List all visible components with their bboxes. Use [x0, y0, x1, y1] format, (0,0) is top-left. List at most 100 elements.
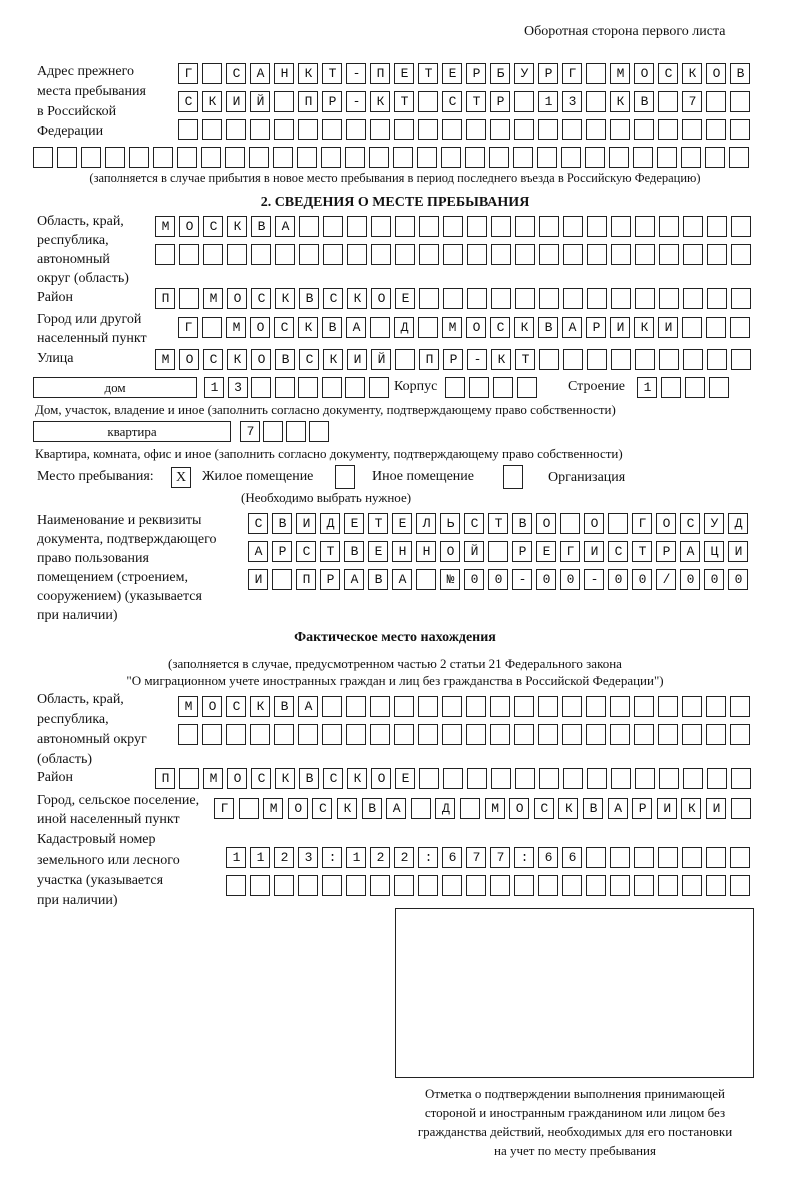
char-cell[interactable]: [440, 569, 460, 590]
char-cell[interactable]: [250, 875, 270, 896]
char-cell[interactable]: [515, 768, 535, 789]
char-cell[interactable]: [489, 147, 509, 168]
char-cell[interactable]: [250, 724, 270, 745]
char-cell[interactable]: [275, 768, 295, 789]
char-cell[interactable]: [394, 63, 414, 84]
char-cell[interactable]: [632, 541, 652, 562]
char-cell[interactable]: [275, 216, 295, 237]
char-cell[interactable]: [395, 768, 415, 789]
char-cell[interactable]: [586, 317, 606, 338]
char-cell[interactable]: [322, 724, 342, 745]
char-cell[interactable]: [608, 513, 628, 534]
char-cell[interactable]: [263, 421, 283, 442]
char-cell[interactable]: [560, 569, 580, 590]
char-cell[interactable]: [202, 63, 222, 84]
char-cell[interactable]: [274, 317, 294, 338]
char-cell[interactable]: [587, 216, 607, 237]
char-cell[interactable]: [418, 91, 438, 112]
char-cell[interactable]: [560, 513, 580, 534]
char-cell[interactable]: [203, 216, 223, 237]
char-cell[interactable]: [202, 119, 222, 140]
char-cell[interactable]: [370, 724, 390, 745]
char-cell[interactable]: [394, 847, 414, 868]
char-cell[interactable]: [491, 244, 511, 265]
char-cell[interactable]: [634, 91, 654, 112]
char-cell[interactable]: [323, 349, 343, 370]
char-cell[interactable]: [416, 513, 436, 534]
char-cell[interactable]: [272, 569, 292, 590]
char-cell[interactable]: [442, 63, 462, 84]
char-cell[interactable]: [370, 317, 390, 338]
char-cell[interactable]: [685, 377, 705, 398]
char-cell[interactable]: [442, 696, 462, 717]
char-cell[interactable]: [608, 569, 628, 590]
char-cell[interactable]: [346, 724, 366, 745]
char-cell[interactable]: [249, 147, 269, 168]
char-cell[interactable]: [296, 541, 316, 562]
char-cell[interactable]: [682, 119, 702, 140]
char-cell[interactable]: [299, 768, 319, 789]
char-cell[interactable]: [707, 244, 727, 265]
char-cell[interactable]: [488, 569, 508, 590]
char-cell[interactable]: [370, 847, 390, 868]
char-cell[interactable]: [706, 847, 726, 868]
char-cell[interactable]: [514, 875, 534, 896]
char-cell[interactable]: [202, 724, 222, 745]
char-cell[interactable]: [371, 349, 391, 370]
char-cell[interactable]: [563, 768, 583, 789]
char-cell[interactable]: [419, 768, 439, 789]
char-cell[interactable]: [704, 541, 724, 562]
char-cell[interactable]: [178, 119, 198, 140]
char-cell[interactable]: [370, 696, 390, 717]
char-cell[interactable]: [298, 63, 318, 84]
char-cell[interactable]: [610, 875, 630, 896]
char-cell[interactable]: [346, 317, 366, 338]
char-cell[interactable]: [296, 513, 316, 534]
char-cell[interactable]: [178, 724, 198, 745]
char-cell[interactable]: [394, 696, 414, 717]
char-cell[interactable]: [275, 349, 295, 370]
char-cell[interactable]: [490, 119, 510, 140]
char-cell[interactable]: [371, 244, 391, 265]
char-cell[interactable]: [517, 377, 537, 398]
char-cell[interactable]: [731, 349, 751, 370]
char-cell[interactable]: [484, 798, 505, 819]
char-cell[interactable]: [394, 119, 414, 140]
char-cell[interactable]: [533, 798, 554, 819]
char-cell[interactable]: [563, 288, 583, 309]
char-cell[interactable]: [491, 768, 511, 789]
char-cell[interactable]: [538, 91, 558, 112]
char-cell[interactable]: [707, 216, 727, 237]
char-cell[interactable]: [179, 244, 199, 265]
char-cell[interactable]: [586, 875, 606, 896]
char-cell[interactable]: [392, 541, 412, 562]
char-cell[interactable]: [538, 875, 558, 896]
char-cell[interactable]: [491, 349, 511, 370]
char-cell[interactable]: [513, 147, 533, 168]
char-cell[interactable]: [466, 91, 486, 112]
char-cell[interactable]: [179, 288, 199, 309]
char-cell[interactable]: [562, 119, 582, 140]
char-cell[interactable]: [536, 513, 556, 534]
char-cell[interactable]: [275, 244, 295, 265]
char-cell[interactable]: [394, 317, 414, 338]
char-cell[interactable]: [634, 875, 654, 896]
char-cell[interactable]: [706, 317, 726, 338]
char-cell[interactable]: [299, 244, 319, 265]
char-cell[interactable]: [658, 724, 678, 745]
char-cell[interactable]: [286, 421, 306, 442]
char-cell[interactable]: [226, 119, 246, 140]
char-cell[interactable]: [251, 216, 271, 237]
char-cell[interactable]: [680, 513, 700, 534]
char-cell[interactable]: [683, 244, 703, 265]
char-cell[interactable]: [203, 288, 223, 309]
char-cell[interactable]: [656, 569, 676, 590]
char-cell[interactable]: [368, 513, 388, 534]
char-cell[interactable]: [323, 216, 343, 237]
char-cell[interactable]: [682, 696, 702, 717]
char-cell[interactable]: [730, 798, 751, 819]
char-cell[interactable]: [466, 724, 486, 745]
char-cell[interactable]: [178, 63, 198, 84]
char-cell[interactable]: [201, 147, 221, 168]
char-cell[interactable]: [274, 119, 294, 140]
